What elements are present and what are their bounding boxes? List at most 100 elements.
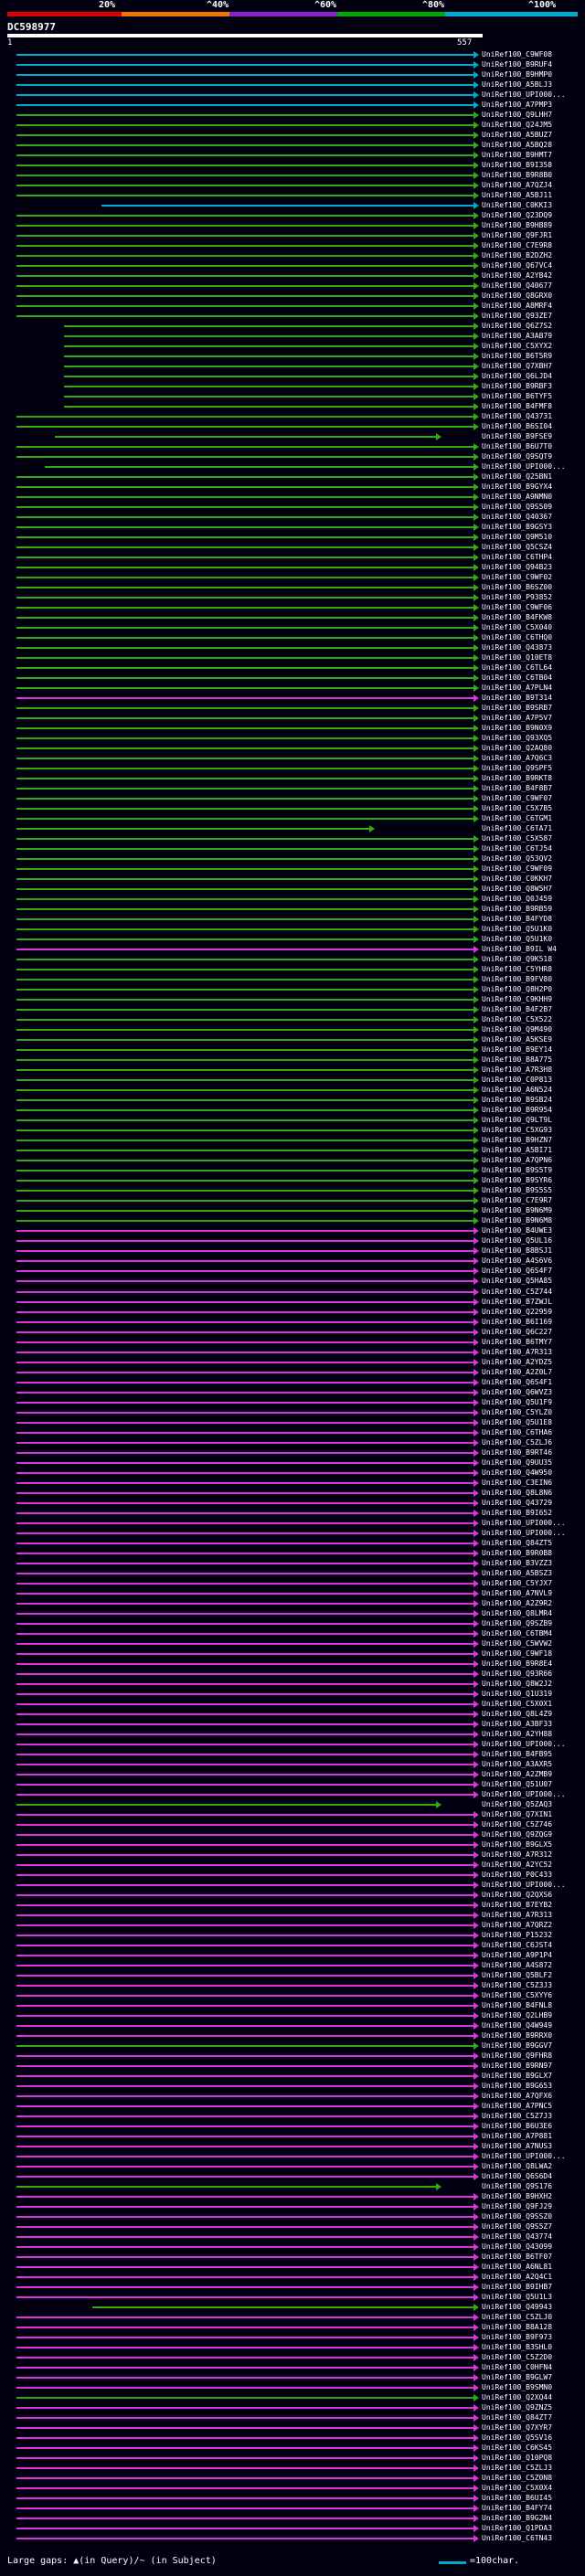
hit-label[interactable]: UniRef100_C6TB04 xyxy=(482,673,553,683)
hit-row[interactable]: UniRef100_B8A775 xyxy=(0,1055,585,1065)
hit-label[interactable]: UniRef100_C5ZLJ3 xyxy=(482,2463,553,2472)
hit-bar[interactable] xyxy=(16,647,474,650)
hit-label[interactable]: UniRef100_B4FYD8 xyxy=(482,915,553,924)
hit-label[interactable]: UniRef100_B9S5T9 xyxy=(482,1166,553,1175)
hit-bar[interactable] xyxy=(16,1662,474,1665)
hit-bar[interactable] xyxy=(16,235,474,238)
hit-row[interactable]: UniRef100_B4F8B7 xyxy=(0,784,585,793)
hit-row[interactable]: UniRef100_A7QPN6 xyxy=(0,1156,585,1165)
hit-bar[interactable] xyxy=(16,245,474,248)
hit-row[interactable]: UniRef100_A7R3H8 xyxy=(0,1065,585,1075)
hit-bar[interactable] xyxy=(16,1170,474,1172)
hit-row[interactable]: UniRef100_Q84ZT7 xyxy=(0,2413,585,2422)
hit-bar[interactable] xyxy=(16,265,474,268)
hit-row[interactable]: UniRef100_Q8W2J2 xyxy=(0,1680,585,1689)
hit-row[interactable]: UniRef100_B9GYX4 xyxy=(0,482,585,492)
hit-bar[interactable] xyxy=(16,2295,474,2298)
hit-label[interactable]: UniRef100_Q9SPF5 xyxy=(482,764,553,773)
hit-row[interactable]: UniRef100_B9RN97 xyxy=(0,2062,585,2071)
hit-label[interactable]: UniRef100_Q9S5Z7 xyxy=(482,2221,553,2231)
hit-label[interactable]: UniRef100_C5X7B5 xyxy=(482,804,553,813)
hit-label[interactable]: UniRef100_B9RT46 xyxy=(482,1447,553,1457)
hit-row[interactable]: UniRef100_Q7XYR7 xyxy=(0,2423,585,2433)
hit-row[interactable]: UniRef100_B9SMN0 xyxy=(0,2383,585,2392)
hit-row[interactable]: UniRef100_Q9S509 xyxy=(0,503,585,512)
hit-label[interactable]: UniRef100_B9T314 xyxy=(482,694,553,703)
hit-row[interactable]: UniRef100_Q2LHB9 xyxy=(0,2011,585,2020)
hit-bar[interactable] xyxy=(16,597,474,599)
hit-bar[interactable] xyxy=(16,516,474,519)
hit-row[interactable]: UniRef100_B4FKW8 xyxy=(0,613,585,622)
hit-row[interactable]: UniRef100_A7PMP3 xyxy=(0,101,585,110)
hit-label[interactable]: UniRef100_B9GYX4 xyxy=(482,482,553,492)
hit-label[interactable]: UniRef100_Q7XIN1 xyxy=(482,1809,553,1818)
hit-row[interactable]: UniRef100_C5Z3J3 xyxy=(0,1981,585,1990)
hit-bar[interactable] xyxy=(16,607,474,610)
hit-row[interactable]: UniRef100_A2YB42 xyxy=(0,271,585,281)
hit-bar[interactable] xyxy=(16,617,474,620)
hit-label[interactable]: UniRef100_Q6S6D4 xyxy=(482,2171,553,2180)
hit-row[interactable]: UniRef100_C0KKI3 xyxy=(0,201,585,210)
hit-bar[interactable] xyxy=(16,1140,474,1142)
hit-label[interactable]: UniRef100_Q5UL16 xyxy=(482,1236,553,1246)
hit-label[interactable]: UniRef100_C6KS45 xyxy=(482,2443,553,2452)
hit-label[interactable]: UniRef100_C5X0X1 xyxy=(482,1699,553,1708)
hit-row[interactable]: UniRef100_A4S872 xyxy=(0,1961,585,1970)
hit-bar[interactable] xyxy=(16,536,474,539)
hit-label[interactable]: UniRef100_A7PMP3 xyxy=(482,101,553,110)
hit-row[interactable]: UniRef100_B6U7T0 xyxy=(0,442,585,451)
hit-bar[interactable] xyxy=(16,918,474,921)
hit-bar[interactable] xyxy=(16,1381,474,1383)
hit-bar[interactable] xyxy=(16,878,474,881)
hit-label[interactable]: UniRef100_B9N6M8 xyxy=(482,1216,553,1225)
hit-bar[interactable] xyxy=(16,1964,474,1966)
hit-bar[interactable] xyxy=(16,1049,474,1052)
hit-bar[interactable] xyxy=(16,979,474,981)
hit-row[interactable]: UniRef100_C6JST4 xyxy=(0,1941,585,1950)
hit-label[interactable]: UniRef100_B6SZ00 xyxy=(482,583,553,592)
hit-bar[interactable] xyxy=(16,94,474,97)
hit-bar[interactable] xyxy=(16,1712,474,1715)
hit-row[interactable]: UniRef100_Q67VC4 xyxy=(0,261,585,270)
hit-label[interactable]: UniRef100_B9GGV7 xyxy=(482,2041,553,2050)
hit-row[interactable]: UniRef100_C9WF08 xyxy=(0,50,585,59)
hit-label[interactable]: UniRef100_C6TGM1 xyxy=(482,814,553,823)
hit-bar[interactable] xyxy=(16,1733,474,1735)
hit-label[interactable]: UniRef100_A7NUS3 xyxy=(482,2141,553,2150)
hit-label[interactable]: UniRef100_A9NMN0 xyxy=(482,493,553,502)
hit-row[interactable]: UniRef100_Q9SZB9 xyxy=(0,1619,585,1628)
hit-row[interactable]: UniRef100_B9GLW7 xyxy=(0,2373,585,2382)
hit-bar[interactable] xyxy=(16,1984,474,1987)
hit-row[interactable]: UniRef100_C6TN43 xyxy=(0,2534,585,2543)
hit-bar[interactable] xyxy=(45,466,474,469)
hit-row[interactable]: UniRef100_A3AB79 xyxy=(0,332,585,341)
hit-row[interactable]: UniRef100_P0C433 xyxy=(0,1871,585,1880)
hit-bar[interactable] xyxy=(16,1813,474,1816)
hit-label[interactable]: UniRef100_A2Q4C1 xyxy=(482,2272,553,2281)
hit-bar[interactable] xyxy=(16,2426,474,2429)
hit-bar[interactable] xyxy=(16,2255,474,2258)
hit-row[interactable]: UniRef100_B7ZWJL xyxy=(0,1298,585,1307)
hit-label[interactable]: UniRef100_Q49943 xyxy=(482,2302,553,2311)
hit-row[interactable]: UniRef100_Q4W950 xyxy=(0,1468,585,1478)
hit-row[interactable]: UniRef100_C6TL64 xyxy=(0,663,585,673)
hit-label[interactable]: UniRef100_A7PLN4 xyxy=(482,684,553,693)
hit-label[interactable]: UniRef100_C5XYY6 xyxy=(482,1990,553,1999)
hit-label[interactable]: UniRef100_Q43731 xyxy=(482,412,553,421)
hit-bar[interactable] xyxy=(16,1572,474,1574)
hit-bar[interactable] xyxy=(16,315,474,318)
hit-row[interactable]: UniRef100_Q1PDA3 xyxy=(0,2524,585,2533)
hit-label[interactable]: UniRef100_B9S5S5 xyxy=(482,1186,553,1195)
hit-row[interactable]: UniRef100_Q23DQ9 xyxy=(0,211,585,220)
hit-label[interactable]: UniRef100_Q9LHH7 xyxy=(482,111,553,120)
hit-label[interactable]: UniRef100_C7E9R8 xyxy=(482,241,553,250)
hit-row[interactable]: UniRef100_B9N6M9 xyxy=(0,1206,585,1215)
hit-row[interactable]: UniRef100_A2Q4C1 xyxy=(0,2272,585,2282)
hit-label[interactable]: UniRef100_Q8W5H7 xyxy=(482,885,553,894)
hit-label[interactable]: UniRef100_C9WF08 xyxy=(482,50,553,58)
hit-bar[interactable] xyxy=(16,506,474,509)
hit-row[interactable]: UniRef100_A2YDZ5 xyxy=(0,1358,585,1367)
hit-bar[interactable] xyxy=(16,456,474,459)
hit-bar[interactable] xyxy=(16,54,474,56)
hit-bar[interactable] xyxy=(16,888,474,891)
